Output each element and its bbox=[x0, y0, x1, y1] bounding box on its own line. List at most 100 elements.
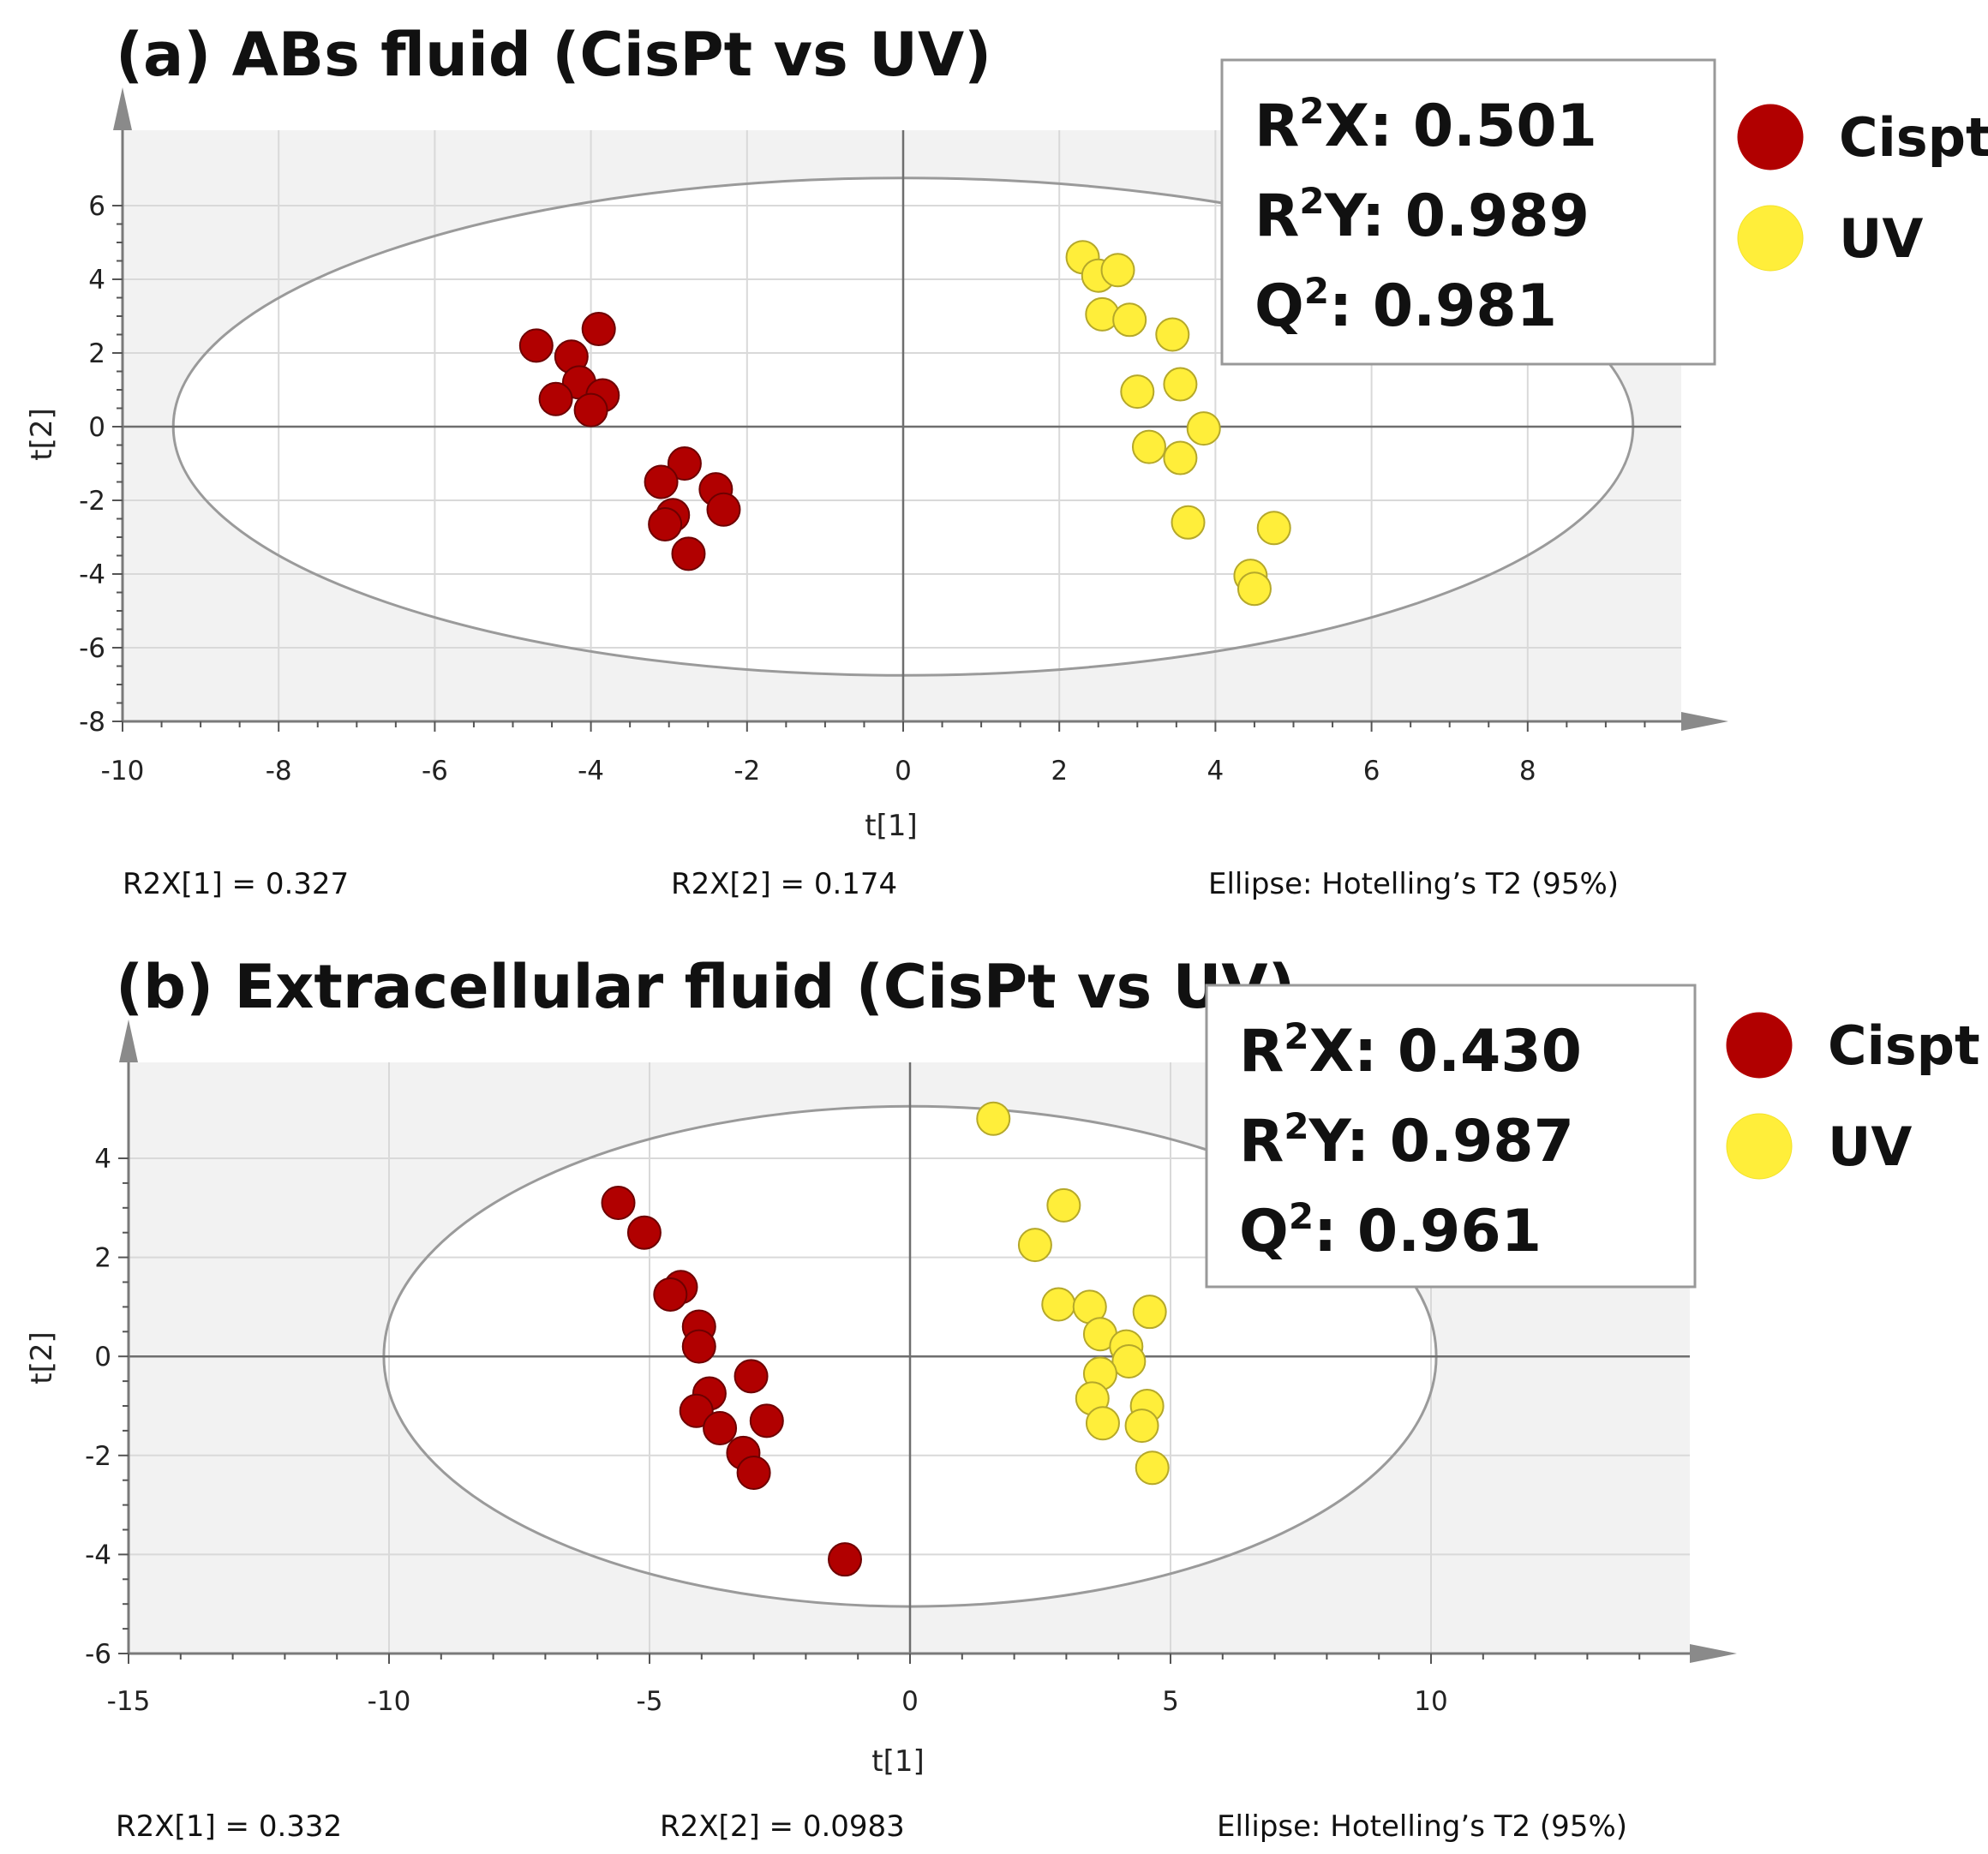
legend-label-cispt: Cispt bbox=[1828, 1014, 1980, 1077]
y-tick-label: -6 bbox=[85, 1639, 111, 1670]
data-point bbox=[703, 1411, 738, 1446]
stats-box bbox=[1220, 58, 1716, 366]
data-point bbox=[681, 1329, 716, 1364]
x-axis-arrow bbox=[1690, 1644, 1737, 1663]
x-tick-label: -6 bbox=[422, 756, 448, 786]
y-tick-label: 4 bbox=[94, 1144, 111, 1175]
data-point bbox=[626, 1215, 662, 1250]
legend-label-uv: UV bbox=[1828, 1115, 1912, 1178]
data-point bbox=[734, 1359, 769, 1394]
legend-label-cispt: Cispt bbox=[1839, 106, 1988, 169]
data-point bbox=[1041, 1287, 1076, 1322]
panel-b: (b) Extracellular fluid (CisPt vs UV) -15… bbox=[25, 952, 1980, 1844]
footer-r2x1: R2X[1] = 0.327 bbox=[123, 867, 349, 901]
panel-a: (a) ABs fluid (CisPt vs UV) -10 -8 -6 -4 -2 0 2… bbox=[25, 20, 1988, 901]
data-point bbox=[1046, 1187, 1081, 1223]
footer-r2x2: R2X[2] = 0.174 bbox=[671, 867, 897, 901]
x-tick-label: 8 bbox=[1519, 756, 1536, 786]
data-point bbox=[1163, 367, 1198, 402]
footer-r2x2: R2X[2] = 0.0983 bbox=[660, 1809, 905, 1844]
x-tick-label: -4 bbox=[578, 756, 604, 786]
data-point bbox=[1124, 1408, 1159, 1444]
x-tick-label: -2 bbox=[734, 756, 760, 786]
x-tick-label: -10 bbox=[101, 756, 145, 786]
series-uv bbox=[1065, 240, 1291, 607]
y-tick-label: -4 bbox=[79, 559, 105, 590]
x-tick-label: 0 bbox=[901, 1686, 919, 1717]
stats-box bbox=[1205, 984, 1697, 1289]
x-axis-label: t[1] bbox=[865, 809, 918, 843]
x-tick-label: 2 bbox=[1051, 756, 1068, 786]
x-tick-label: -8 bbox=[266, 756, 292, 786]
chart-title: (a) ABs fluid (CisPt vs UV) bbox=[116, 20, 991, 90]
data-point bbox=[1111, 1343, 1147, 1379]
data-point bbox=[736, 1456, 771, 1491]
data-point bbox=[1132, 1295, 1167, 1330]
y-tick-label: -8 bbox=[79, 707, 105, 738]
y-tick-label: 0 bbox=[94, 1342, 111, 1373]
data-point bbox=[976, 1101, 1011, 1136]
data-point bbox=[667, 446, 702, 481]
data-point bbox=[1017, 1228, 1052, 1263]
y-tick-label: -6 bbox=[79, 633, 105, 664]
x-tick-label: -5 bbox=[637, 1686, 663, 1717]
x-tick-label: 5 bbox=[1162, 1686, 1179, 1717]
x-tick-label: -15 bbox=[107, 1686, 151, 1717]
legend-marker-cispt bbox=[1737, 104, 1804, 170]
y-tick-label: -2 bbox=[85, 1441, 111, 1472]
series-cispt bbox=[518, 312, 741, 571]
data-point bbox=[1112, 302, 1147, 338]
x-tick-label: -10 bbox=[368, 1686, 411, 1717]
data-point bbox=[1085, 1406, 1120, 1441]
y-tick-label: 4 bbox=[88, 265, 105, 296]
y-tick-label: 2 bbox=[88, 338, 105, 369]
data-point bbox=[653, 1277, 688, 1312]
x-axis-arrow bbox=[1681, 712, 1728, 731]
y-axis-label: t[2] bbox=[25, 408, 59, 461]
y-tick-label: 2 bbox=[94, 1243, 111, 1274]
y-axis-arrow bbox=[113, 87, 132, 130]
data-point bbox=[1171, 505, 1206, 540]
stat-line: R2X: 0.501 bbox=[1254, 90, 1597, 160]
footer-ellipse: Ellipse: Hotelling’s T2 (95%) bbox=[1217, 1809, 1627, 1844]
data-point bbox=[601, 1186, 636, 1221]
data-point bbox=[573, 392, 608, 428]
series-cispt bbox=[601, 1186, 862, 1577]
data-point bbox=[1186, 411, 1221, 446]
data-point bbox=[1100, 253, 1135, 288]
series-uv bbox=[976, 1101, 1170, 1486]
legend-marker-uv bbox=[1726, 1113, 1793, 1180]
x-tick-label: 0 bbox=[895, 756, 912, 786]
stat-line: R2X: 0.430 bbox=[1239, 1015, 1582, 1085]
data-point bbox=[1163, 440, 1198, 475]
data-point bbox=[828, 1542, 862, 1577]
data-point bbox=[1237, 571, 1272, 607]
legend-label-uv: UV bbox=[1839, 207, 1923, 270]
data-point bbox=[581, 312, 616, 347]
footer-r2x1: R2X[1] = 0.332 bbox=[116, 1809, 342, 1844]
x-axis-label: t[1] bbox=[871, 1744, 925, 1779]
data-point bbox=[1120, 374, 1155, 410]
data-point bbox=[1135, 1450, 1170, 1486]
stat-line: R2Y: 0.987 bbox=[1239, 1105, 1574, 1175]
data-point bbox=[644, 464, 679, 499]
footer-ellipse: Ellipse: Hotelling’s T2 (95%) bbox=[1208, 867, 1619, 901]
data-point bbox=[1131, 429, 1166, 464]
stat-line: Q2: 0.961 bbox=[1239, 1195, 1542, 1265]
y-axis-label: t[2] bbox=[25, 1331, 59, 1385]
stat-line: Q2: 0.981 bbox=[1254, 270, 1557, 340]
chart-title: (b) Extracellular fluid (CisPt vs UV) bbox=[116, 952, 1296, 1022]
data-point bbox=[538, 381, 573, 416]
y-tick-label: -2 bbox=[79, 486, 105, 517]
data-point bbox=[706, 492, 741, 527]
x-tick-label: 6 bbox=[1363, 756, 1380, 786]
x-tick-label: 4 bbox=[1207, 756, 1225, 786]
y-tick-label: 6 bbox=[88, 191, 105, 222]
y-tick-label: 0 bbox=[88, 412, 105, 443]
data-point bbox=[679, 1393, 714, 1428]
data-point bbox=[1256, 511, 1291, 546]
x-tick-label: 10 bbox=[1414, 1686, 1447, 1717]
stat-line: R2Y: 0.989 bbox=[1254, 180, 1590, 250]
data-point bbox=[749, 1403, 784, 1438]
